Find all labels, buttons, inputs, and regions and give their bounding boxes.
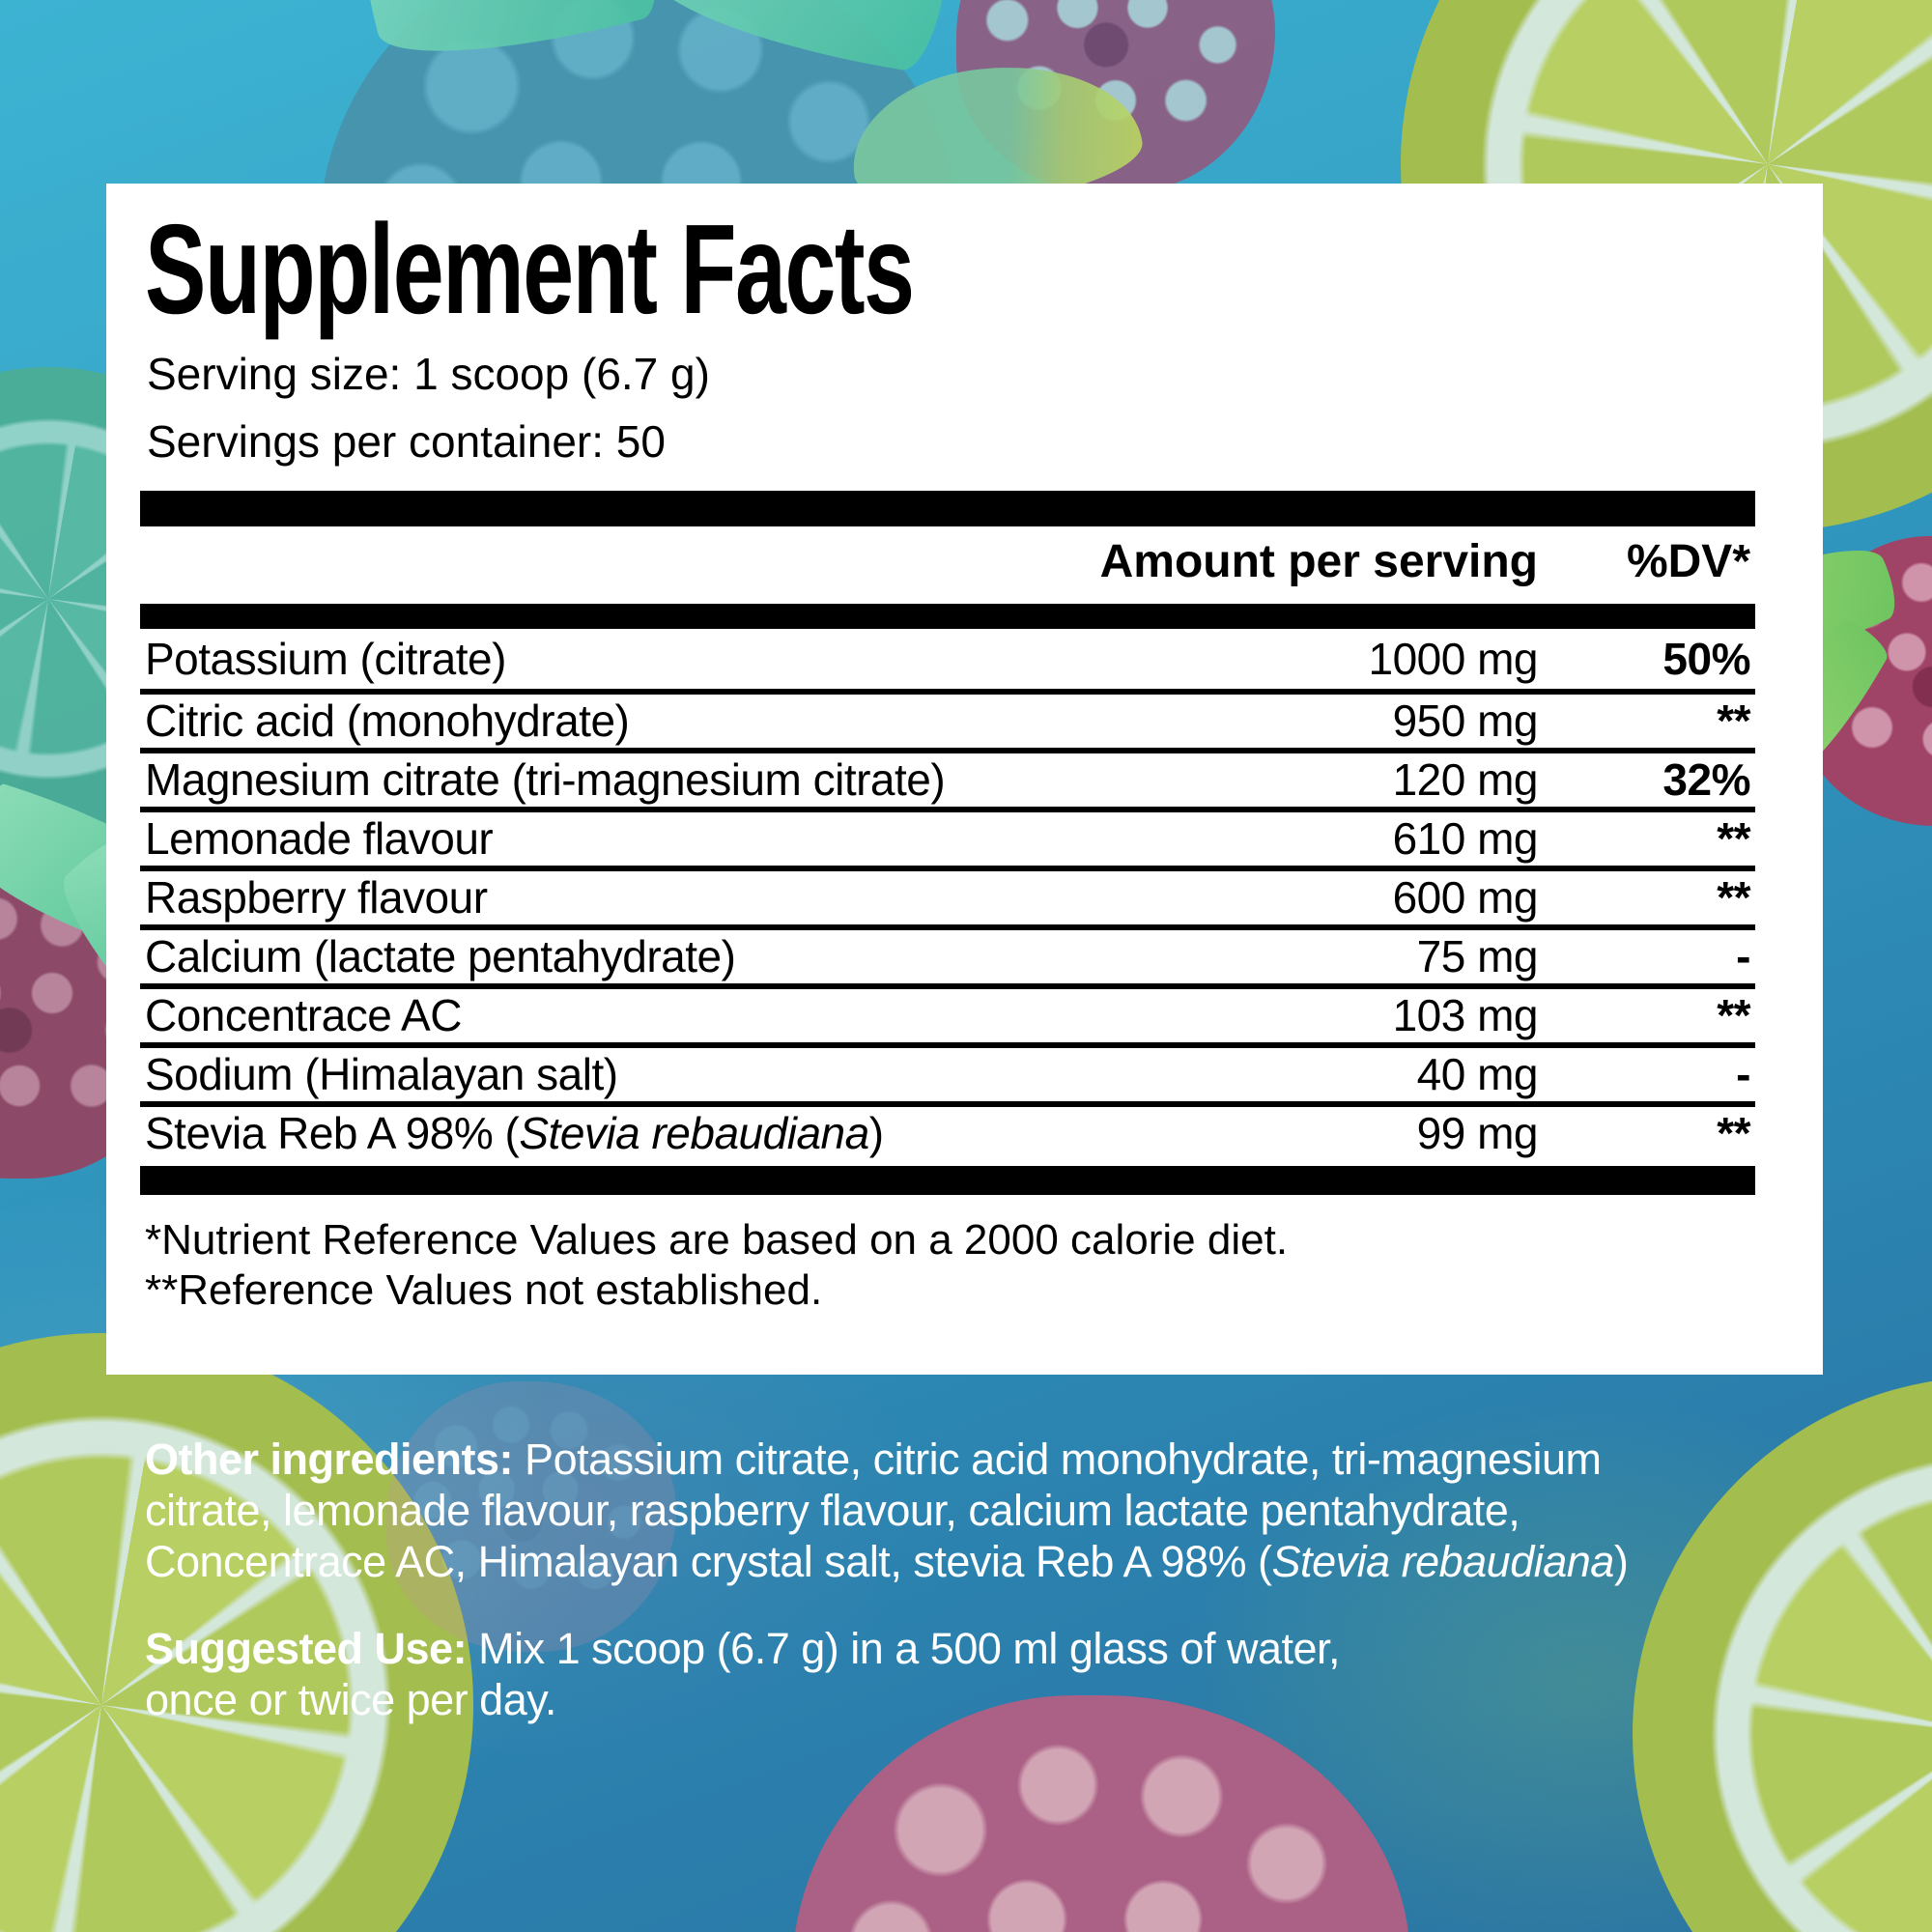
ingredient-name-text: Concentrace AC	[145, 990, 462, 1040]
ingredient-name: Magnesium citrate (tri-magnesium citrate…	[140, 753, 1151, 807]
ingredient-name: Citric acid (monohydrate)	[140, 695, 1151, 748]
divider-bar-under-header	[140, 604, 1755, 629]
raspberry-leaf-icon	[639, 0, 954, 74]
ingredient-name-italic: Stevia rebaudiana	[519, 1108, 869, 1158]
table-row: Raspberry flavour 600 mg **	[140, 871, 1755, 930]
suggested-use-line-1: Suggested Use: Mix 1 scoop (6.7 g) in a …	[145, 1623, 1341, 1674]
ingredient-dv: **	[1717, 813, 1750, 864]
suggested-use-label: Suggested Use:	[145, 1624, 468, 1673]
ingredient-name-suffix: )	[868, 1108, 884, 1158]
ingredient-amount: 120 mg	[1392, 754, 1539, 805]
table-header-row: Amount per serving %DV*	[140, 527, 1755, 595]
ingredient-amount: 40 mg	[1416, 1049, 1539, 1099]
table-row: Citric acid (monohydrate) 950 mg **	[140, 695, 1755, 753]
ingredient-name: Calcium (lactate pentahydrate)	[140, 930, 1151, 983]
table-row: Magnesium citrate (tri-magnesium citrate…	[140, 753, 1755, 812]
ingredient-name-text: Lemonade flavour	[145, 813, 494, 864]
ingredient-name-text: Stevia Reb A 98% (	[145, 1108, 520, 1158]
footnotes: *Nutrient Reference Values are based on …	[145, 1215, 1288, 1316]
suggested-use-line-1-text: Mix 1 scoop (6.7 g) in a 500 ml glass of…	[467, 1624, 1341, 1673]
other-ingredients-section: Other ingredients: Potassium citrate, ci…	[145, 1434, 1629, 1587]
other-ingredients-line-3: Concentrace AC, Himalayan crystal salt, …	[145, 1536, 1629, 1587]
footnote-nrv: *Nutrient Reference Values are based on …	[145, 1216, 1289, 1264]
ingredient-amount: 950 mg	[1392, 696, 1539, 746]
ingredient-name: Potassium (citrate)	[140, 629, 1151, 689]
raspberry-image-bottom-center	[792, 1695, 1410, 1932]
ingredient-dv: **	[1717, 872, 1750, 923]
raspberry-leaf-icon	[357, 0, 668, 83]
ingredient-name: Sodium (Himalayan salt)	[140, 1048, 1151, 1101]
table-row: Calcium (lactate pentahydrate) 75 mg -	[140, 930, 1755, 989]
ingredient-dv: **	[1717, 696, 1750, 746]
suggested-use-line-2: once or twice per day.	[145, 1675, 556, 1724]
table-row: Sodium (Himalayan salt) 40 mg -	[140, 1048, 1755, 1107]
ingredient-amount: 600 mg	[1392, 872, 1539, 923]
ingredient-amount: 75 mg	[1416, 931, 1539, 981]
ingredient-name-text: Sodium (Himalayan salt)	[145, 1049, 618, 1099]
suggested-use-section: Suggested Use: Mix 1 scoop (6.7 g) in a …	[145, 1623, 1341, 1725]
ingredient-table: Potassium (citrate) 1000 mg 50% Citric a…	[140, 629, 1755, 1166]
other-ingredients-line-3-italic: Stevia rebaudiana	[1271, 1537, 1615, 1586]
other-ingredients-line-2: citrate, lemonade flavour, raspberry fla…	[145, 1486, 1520, 1535]
ingredient-name-text: Calcium (lactate pentahydrate)	[145, 931, 736, 981]
other-ingredients-line-3-text: Concentrace AC, Himalayan crystal salt, …	[145, 1537, 1272, 1586]
amount-per-serving-header: Amount per serving	[1099, 535, 1538, 587]
divider-bar-thick-top	[140, 491, 1755, 526]
table-row: Potassium (citrate) 1000 mg 50%	[140, 629, 1755, 695]
panel-title: Supplement Facts	[145, 198, 915, 340]
percent-dv-header: %DV*	[1626, 535, 1750, 587]
ingredient-dv: 32%	[1662, 754, 1750, 805]
servings-per-container-text: Servings per container: 50	[147, 416, 666, 467]
table-row: Stevia Reb A 98% (Stevia rebaudiana) 99 …	[140, 1107, 1755, 1166]
ingredient-dv: -	[1736, 1049, 1750, 1099]
ingredient-amount: 103 mg	[1392, 990, 1539, 1040]
ingredient-name-text: Raspberry flavour	[145, 872, 488, 923]
serving-size-text: Serving size: 1 scoop (6.7 g)	[147, 349, 710, 399]
ingredient-name-text: Magnesium citrate (tri-magnesium citrate…	[145, 754, 946, 805]
footnote-not-established: **Reference Values not established.	[145, 1266, 823, 1314]
ingredient-name: Stevia Reb A 98% (Stevia rebaudiana)	[140, 1107, 1151, 1166]
ingredient-dv: -	[1736, 931, 1750, 981]
divider-bar-thick-bottom	[140, 1166, 1755, 1195]
ingredient-dv: 50%	[1662, 634, 1750, 684]
supplement-facts-panel: Supplement Facts Serving size: 1 scoop (…	[106, 184, 1823, 1375]
other-ingredients-line-3-suffix: )	[1613, 1537, 1629, 1586]
other-ingredients-line-1: Other ingredients: Potassium citrate, ci…	[145, 1434, 1628, 1485]
other-ingredients-label: Other ingredients:	[145, 1435, 514, 1484]
ingredient-dv: **	[1717, 1108, 1750, 1158]
table-row: Concentrace AC 103 mg **	[140, 989, 1755, 1048]
lemon-slice-image-bottom-right	[1633, 1377, 1932, 1932]
ingredient-name-text: Citric acid (monohydrate)	[145, 696, 630, 746]
ingredient-dv: **	[1717, 990, 1750, 1040]
other-ingredients-line-1-text: Potassium citrate, citric acid monohydra…	[513, 1435, 1602, 1484]
ingredient-name-text: Potassium (citrate)	[145, 634, 506, 684]
ingredient-name: Raspberry flavour	[140, 871, 1151, 924]
table-row: Lemonade flavour 610 mg **	[140, 812, 1755, 871]
ingredient-amount: 99 mg	[1416, 1108, 1539, 1158]
serving-info: Serving size: 1 scoop (6.7 g) Servings p…	[147, 340, 710, 475]
ingredient-amount: 610 mg	[1392, 813, 1539, 864]
ingredient-name: Lemonade flavour	[140, 812, 1151, 866]
ingredient-name: Concentrace AC	[140, 989, 1151, 1042]
raspberry-image-behind-text-ghost	[386, 1381, 676, 1652]
ingredient-amount: 1000 mg	[1368, 634, 1538, 684]
